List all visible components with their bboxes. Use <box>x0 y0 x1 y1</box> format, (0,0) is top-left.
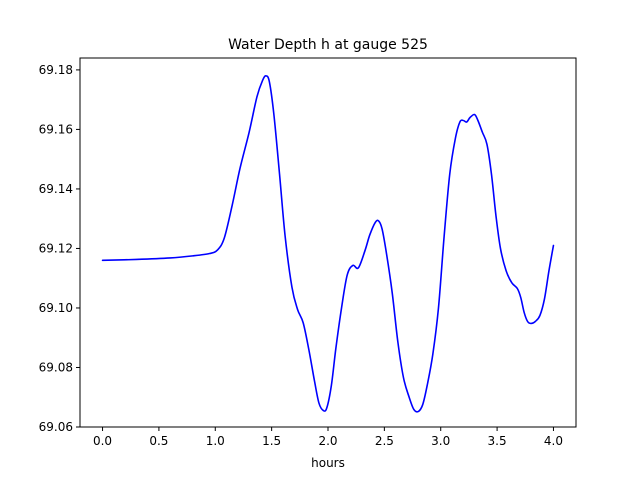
y-tick-label: 69.12 <box>39 241 73 255</box>
plot-area <box>101 75 555 413</box>
x-tick-label: 0.5 <box>149 434 168 448</box>
y-tick-label: 69.06 <box>39 420 73 434</box>
y-tick-label: 69.10 <box>39 301 73 315</box>
axes-frame <box>79 57 577 428</box>
y-tick-label: 69.16 <box>39 122 73 136</box>
chart-title: Water Depth h at gauge 525 <box>228 37 428 53</box>
x-axis: 0.0 0.5 1.0 1.5 2.0 2.5 3.0 3.5 4.0 <box>93 427 563 448</box>
y-tick-label: 69.14 <box>39 182 73 196</box>
x-tick-label: 0.0 <box>93 434 112 448</box>
series-line <box>101 75 555 413</box>
y-axis: 69.06 69.08 69.10 69.12 69.14 69.16 69.18 <box>39 63 80 434</box>
x-tick-label: 4.0 <box>544 434 563 448</box>
x-tick-label: 3.5 <box>488 434 507 448</box>
x-axis-label: hours <box>311 456 345 470</box>
x-tick-label: 1.5 <box>262 434 281 448</box>
x-tick-label: 1.0 <box>206 434 225 448</box>
y-tick-label: 69.18 <box>39 63 73 77</box>
y-tick-label: 69.08 <box>39 360 73 374</box>
x-tick-label: 2.5 <box>375 434 394 448</box>
x-tick-label: 2.0 <box>318 434 337 448</box>
x-tick-label: 3.0 <box>431 434 450 448</box>
